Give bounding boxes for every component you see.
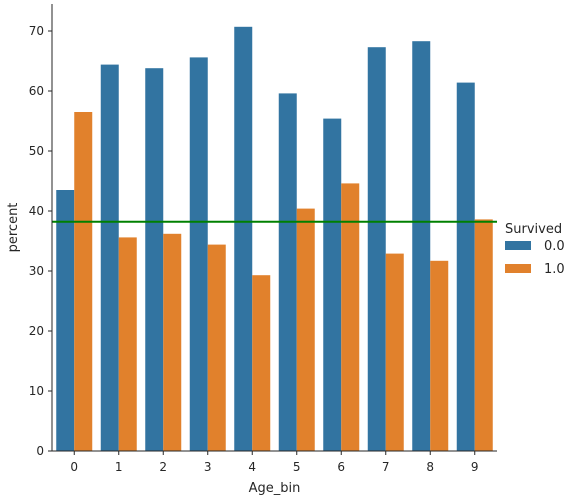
- y-tick-label: 60: [29, 84, 44, 98]
- bar-survived-1.0-agebin-4: [252, 275, 271, 451]
- x-tick-label: 1: [115, 460, 123, 474]
- x-axis-title: Age_bin: [249, 481, 301, 496]
- bar-survived-1.0-agebin-7: [385, 253, 404, 451]
- bar-survived-1.0-agebin-5: [296, 208, 315, 451]
- legend-swatch-series-0: [505, 241, 531, 250]
- x-tick-label: 4: [248, 460, 256, 474]
- bar-survived-0.0-agebin-7: [367, 47, 386, 451]
- bar-survived-0.0-agebin-6: [323, 118, 342, 451]
- legend-swatch-series-1: [505, 264, 531, 273]
- x-tick-label: 2: [159, 460, 167, 474]
- x-tick-label: 0: [70, 460, 78, 474]
- bar-survived-1.0-agebin-2: [163, 233, 182, 451]
- y-tick-label: 40: [29, 204, 44, 218]
- x-tick-label: 9: [471, 460, 479, 474]
- bar-survived-0.0-agebin-9: [456, 82, 475, 451]
- y-tick-label: 30: [29, 264, 44, 278]
- bar-survived-0.0-agebin-2: [145, 68, 164, 451]
- legend: Survived 0.0 1.0: [505, 222, 565, 277]
- bars-layer: [56, 26, 493, 452]
- bar-survived-1.0-agebin-0: [74, 112, 93, 451]
- legend-title: Survived: [505, 222, 562, 237]
- bar-survived-0.0-agebin-4: [234, 26, 253, 452]
- bar-survived-0.0-agebin-5: [278, 93, 297, 452]
- axes-layer: 0 10 20 30 40 50 60 70 0 1 2 3 4 5 6 7 8 9: [29, 4, 497, 474]
- bar-survived-1.0-agebin-3: [207, 244, 226, 451]
- bar-survived-1.0-agebin-9: [474, 219, 493, 451]
- y-tick-label: 50: [29, 144, 44, 158]
- x-tick-label: 3: [204, 460, 212, 474]
- bar-survived-0.0-agebin-1: [100, 64, 119, 451]
- x-tick-label: 6: [337, 460, 345, 474]
- bar-survived-1.0-agebin-6: [341, 183, 360, 451]
- bar-survived-1.0-agebin-1: [118, 237, 137, 451]
- x-tick-label: 7: [382, 460, 390, 474]
- x-tick-label: 5: [293, 460, 301, 474]
- legend-label-series-1: 1.0: [544, 262, 565, 277]
- bar-survived-0.0-agebin-0: [56, 190, 75, 451]
- bar-survived-0.0-agebin-3: [189, 57, 208, 452]
- x-tick-label: 8: [426, 460, 434, 474]
- legend-label-series-0: 0.0: [544, 239, 565, 254]
- y-axis-title: percent: [6, 203, 21, 253]
- y-tick-label: 20: [29, 324, 44, 338]
- bar-survived-0.0-agebin-8: [412, 41, 431, 451]
- y-tick-label: 70: [29, 24, 44, 38]
- y-tick-label: 0: [36, 444, 44, 458]
- bar-survived-1.0-agebin-8: [430, 260, 449, 451]
- y-tick-label: 10: [29, 384, 44, 398]
